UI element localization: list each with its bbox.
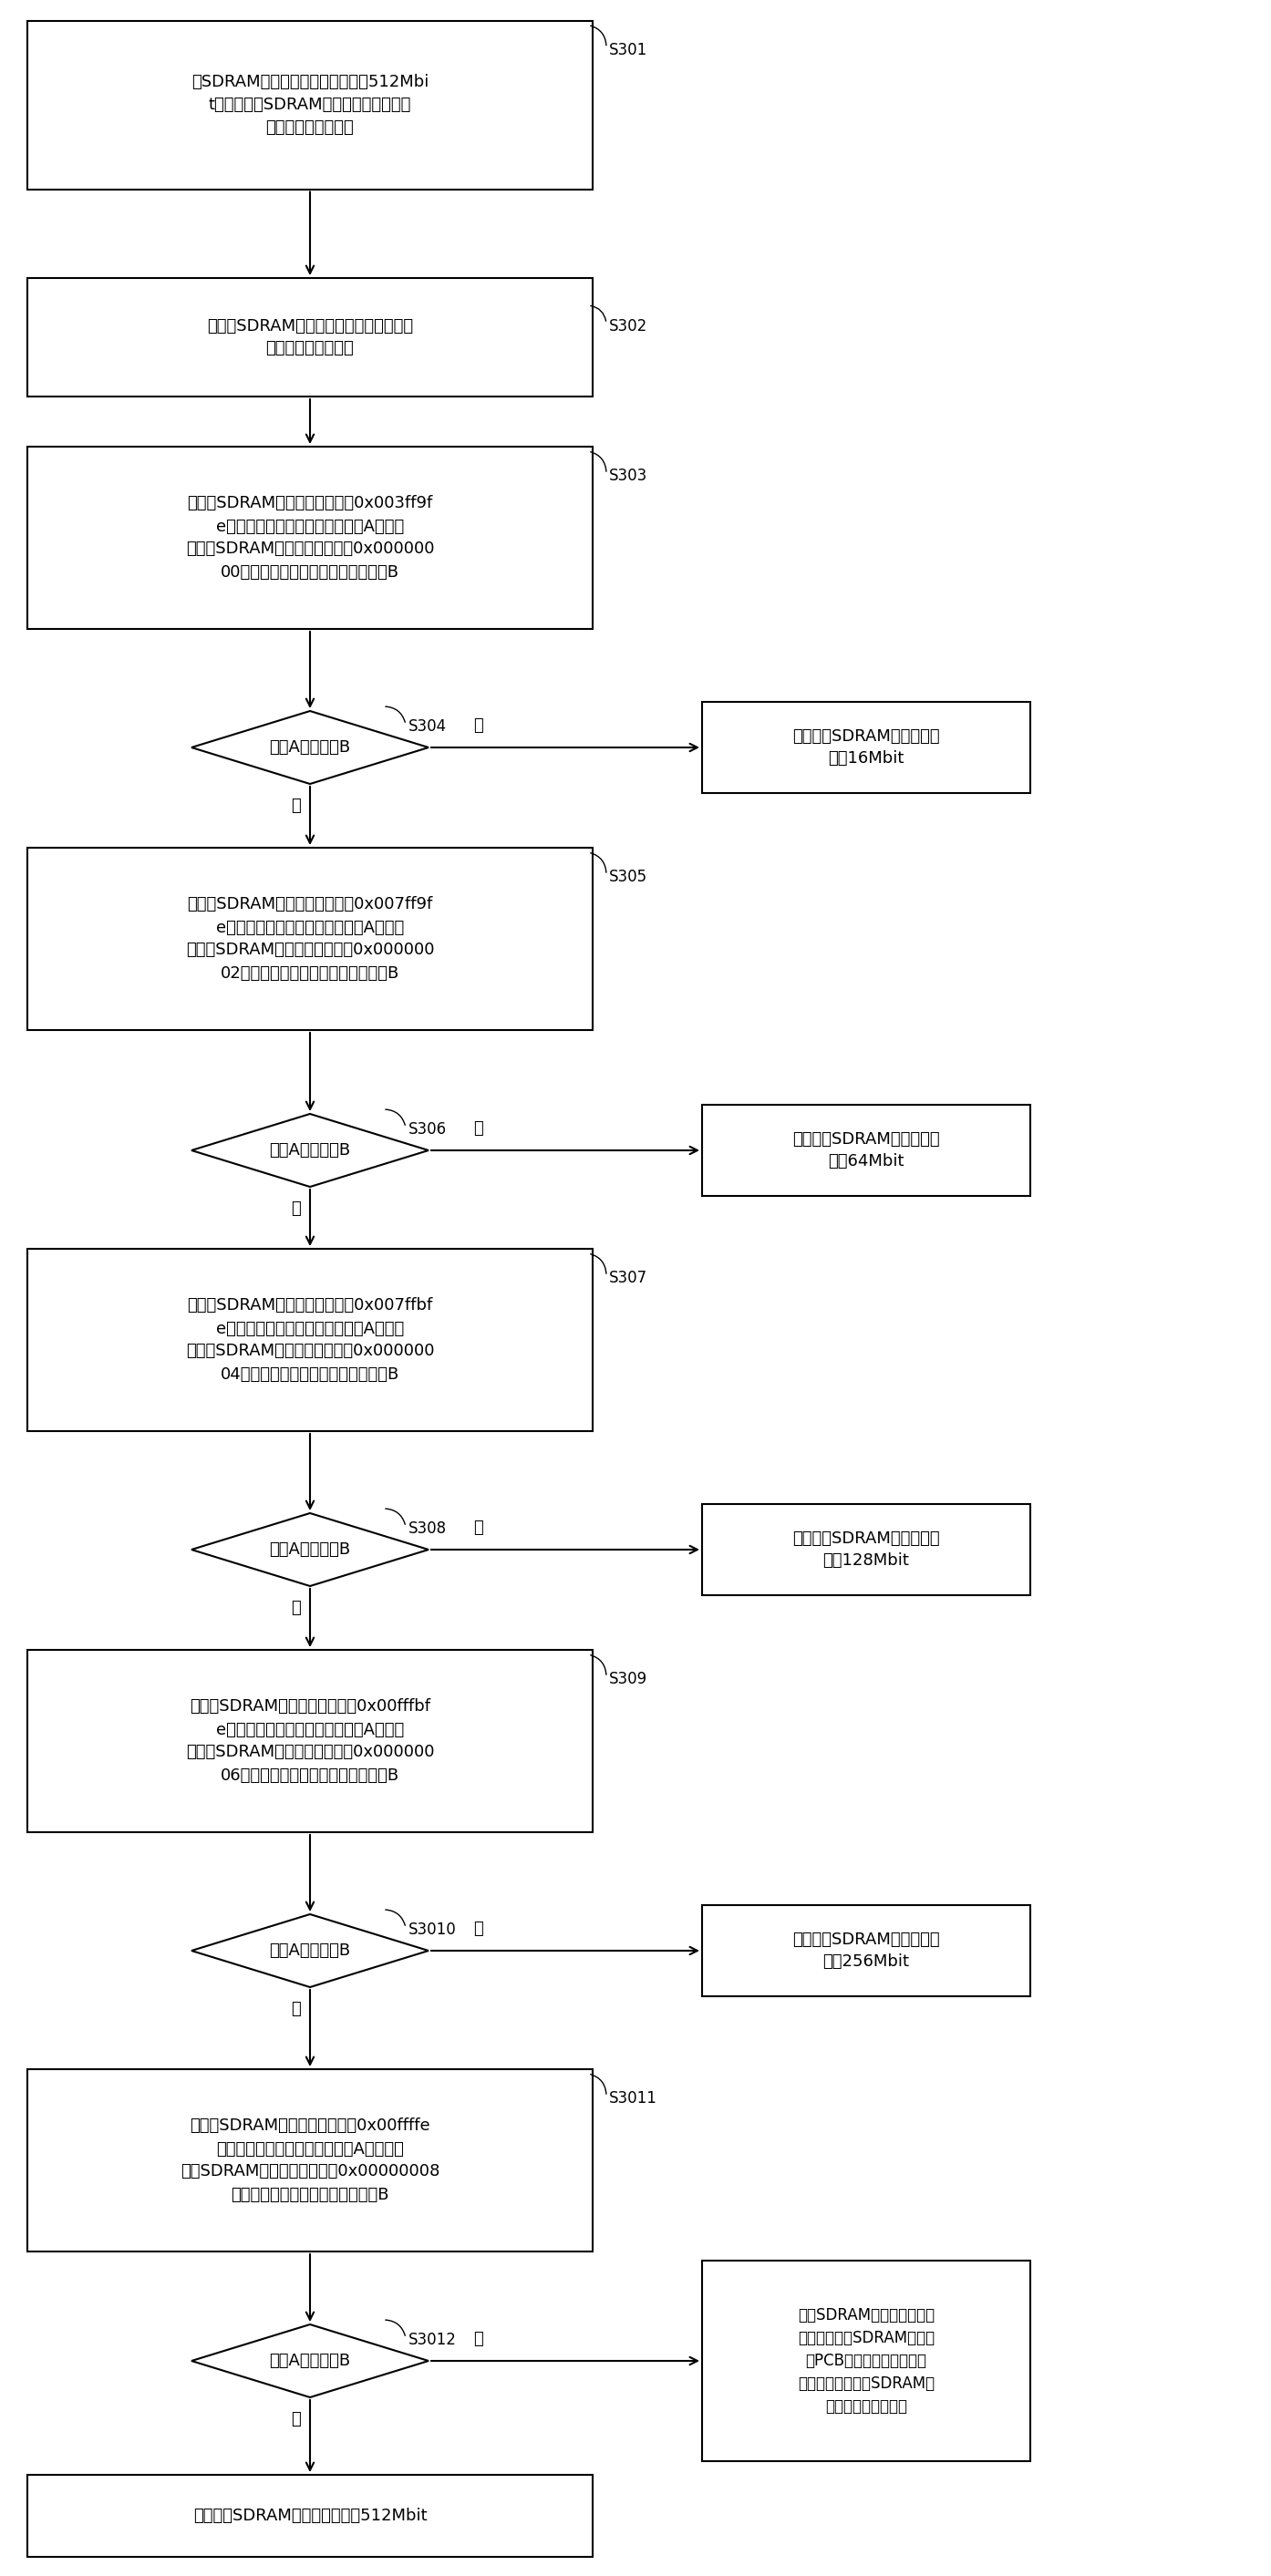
Text: 判断A是否等于B: 判断A是否等于B [269,1141,351,1159]
Bar [28,1649,592,1832]
Text: 是: 是 [291,1200,301,1216]
Text: S302: S302 [609,317,648,335]
Text: 否: 否 [473,716,483,734]
Polygon shape [192,1914,428,1986]
Text: 判断A是否等于B: 判断A是否等于B [269,2352,351,2370]
Text: 判定待测SDRAM存储器的容
的为256Mbit: 判定待测SDRAM存储器的容 的为256Mbit [793,1932,939,1971]
Bar [702,1504,1031,1595]
Text: 否: 否 [473,2331,483,2347]
Bar [28,21,592,188]
Bar [28,2476,592,2558]
Bar [702,701,1031,793]
Text: 将SDRAM控制器的容量信息配置为512Mbi
t，并向待测SDRAM存储器的参考地址中
分别写入不同的数据: 将SDRAM控制器的容量信息配置为512Mbi t，并向待测SDRAM存储器的参… [192,75,428,137]
Text: 判定待测SDRAM存储器的容
量为128Mbit: 判定待测SDRAM存储器的容 量为128Mbit [793,1530,939,1569]
Text: 判定待测SDRAM存储器的容量为512Mbit: 判定待测SDRAM存储器的容量为512Mbit [193,2506,427,2524]
Text: S3010: S3010 [408,1922,456,1937]
Text: 从待测SDRAM存储器的目标地址0x00ffffe
中读取数据并将读取的数据赋给A，同时从
待测SDRAM存储器的参考地址0x00000008
中读取数据，并将: 从待测SDRAM存储器的目标地址0x00ffffe 中读取数据并将读取的数据赋给… [180,2117,440,2202]
Text: 判断A是否等于B: 判断A是否等于B [269,1942,351,1958]
Polygon shape [192,2324,428,2398]
Text: 是: 是 [291,2411,301,2427]
Text: 从待测SDRAM存储器的目标地址0x007ff9f
e中读取数据并将读取的数据赋给A，同时
从待测SDRAM存储器的参考地址0x000000
02中读取数据，并: 从待测SDRAM存储器的目标地址0x007ff9f e中读取数据并将读取的数据赋… [186,896,435,981]
Text: S306: S306 [408,1121,447,1139]
Text: 在待测SDRAM存储器的目标地址中写入与
参考地址对应的数据: 在待测SDRAM存储器的目标地址中写入与 参考地址对应的数据 [207,317,413,358]
Bar [28,1249,592,1432]
Text: S307: S307 [609,1270,647,1285]
Text: S301: S301 [609,41,648,57]
Text: 从待测SDRAM存储器的目标地址0x007ffbf
e中读取数据并将读取的数据赋给A，同时
从待测SDRAM存储器的参考地址0x000000
04中读取数据，并: 从待测SDRAM存储器的目标地址0x007ffbf e中读取数据并将读取的数据赋… [186,1298,435,1383]
Text: 是: 是 [291,1600,301,1615]
Text: S3012: S3012 [408,2331,456,2349]
Text: 判断A是否等于B: 判断A是否等于B [269,1540,351,1558]
Text: S3011: S3011 [609,2089,657,2107]
Bar [702,1906,1031,1996]
Text: 是: 是 [291,799,301,814]
Bar [28,278,592,397]
Polygon shape [192,1512,428,1587]
Bar [28,446,592,629]
Text: 判定SDRAM容量检测出错，
提示用户检查SDRAM存储器
的PCB连接是否正常或提示
用户检查其他引起SDRAM存
储器访问出错的因素: 判定SDRAM容量检测出错， 提示用户检查SDRAM存储器 的PCB连接是否正常… [798,2308,934,2414]
Text: 从待测SDRAM存储器的目标地址0x003ff9f
e中读取数据并将读取的数据赋给A，同时
从待测SDRAM存储器的参考地址0x000000
00中读取数据，并: 从待测SDRAM存储器的目标地址0x003ff9f e中读取数据并将读取的数据赋… [186,495,435,580]
Text: S309: S309 [609,1672,647,1687]
Text: S303: S303 [609,469,648,484]
Text: S308: S308 [408,1520,447,1538]
Text: 判断A是否等于B: 判断A是否等于B [269,739,351,755]
Bar [702,1105,1031,1195]
Text: S304: S304 [408,719,447,734]
Text: 是: 是 [291,2002,301,2017]
Polygon shape [192,1113,428,1188]
Text: 判定待测SDRAM存储器的容
量为64Mbit: 判定待测SDRAM存储器的容 量为64Mbit [793,1131,939,1170]
Text: 从待测SDRAM存储器的目标地址0x00fffbf
e中读取数据并将读取的数据赋给A，同时
从待测SDRAM存储器的参考地址0x000000
06中读取数据，并: 从待测SDRAM存储器的目标地址0x00fffbf e中读取数据并将读取的数据赋… [186,1698,435,1783]
Bar [28,848,592,1030]
Text: 否: 否 [473,1121,483,1136]
Text: 否: 否 [473,1922,483,1937]
Bar [28,2069,592,2251]
Text: 判定待测SDRAM存储器的容
量为16Mbit: 判定待测SDRAM存储器的容 量为16Mbit [793,729,939,768]
Text: S305: S305 [609,868,647,886]
Polygon shape [192,711,428,783]
Bar [702,2262,1031,2460]
Text: 否: 否 [473,1520,483,1535]
